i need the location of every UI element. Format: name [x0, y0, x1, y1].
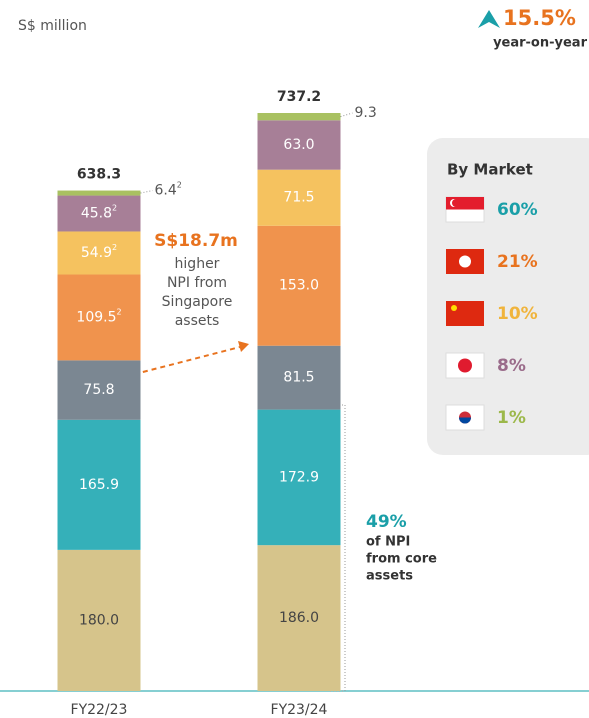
value-label-text: 54.9: [81, 245, 112, 261]
market-title: By Market: [447, 161, 533, 179]
sg-line: NPI from: [167, 275, 227, 291]
core-line: of NPI: [366, 535, 410, 550]
value-label-text: 71.5: [283, 190, 314, 206]
market-share: 10%: [497, 304, 538, 324]
market-share: 8%: [497, 356, 526, 376]
value-label: 109.52: [76, 307, 121, 326]
leader-line: [340, 112, 353, 118]
bar-segment: [257, 225, 341, 346]
x-tick-label: FY22/23: [71, 702, 128, 718]
bar-segment: [57, 274, 141, 361]
value-label: 71.5: [283, 190, 314, 206]
value-label-text: 186.0: [279, 610, 319, 626]
bar-segment: [257, 545, 341, 691]
value-label: 165.9: [79, 477, 119, 493]
sg-arrow-head: [238, 341, 249, 352]
value-label-text: 63.0: [283, 137, 314, 153]
value-label-text: 180.0: [79, 612, 119, 628]
value-note: 2: [112, 203, 117, 212]
value-label-text: 81.5: [283, 370, 314, 386]
value-label: 180.0: [79, 612, 119, 628]
bar-segment: [257, 113, 341, 121]
growth-caption: year-on-year: [493, 36, 588, 51]
bar-segment: [57, 549, 141, 691]
value-label: 45.82: [81, 203, 117, 222]
value-label: 63.0: [283, 137, 314, 153]
value-label: 81.5: [283, 370, 314, 386]
total-label: 638.3: [77, 167, 121, 183]
value-label: 75.8: [83, 382, 114, 398]
value-note: 2: [117, 307, 122, 316]
value-label-text: 172.9: [279, 469, 319, 485]
value-label-text: 9.3: [355, 105, 377, 121]
value-label: 153.0: [279, 278, 319, 294]
sg-headline: S$18.7m: [154, 231, 238, 251]
value-label: 9.3: [355, 105, 377, 121]
value-label-text: 6.4: [155, 183, 177, 199]
sg-line: assets: [175, 313, 220, 329]
market-share: 60%: [497, 200, 538, 220]
growth-value: 15.5%: [503, 6, 576, 30]
flags: [445, 196, 485, 431]
value-note: 2: [177, 180, 182, 189]
value-label: 54.92: [81, 242, 117, 261]
value-label: 6.42: [155, 180, 182, 199]
core-line: assets: [366, 569, 413, 584]
core-headline: 49%: [366, 512, 407, 532]
value-label-text: 109.5: [76, 309, 116, 325]
sg-line: higher: [175, 256, 220, 272]
bar-segment: [57, 195, 141, 232]
market-share: 1%: [497, 408, 526, 428]
value-label-text: 45.8: [81, 206, 112, 222]
market-share: 21%: [497, 252, 538, 272]
value-label: 172.9: [279, 469, 319, 485]
x-tick-label: FY23/24: [271, 702, 328, 718]
bar-segment: [57, 360, 141, 420]
bar-segment: [257, 169, 341, 226]
sg-line: Singapore: [162, 294, 233, 310]
bar-segment: [57, 190, 141, 196]
value-label-text: 75.8: [83, 382, 114, 398]
leader-line: [140, 190, 153, 194]
bar-segment: [257, 345, 341, 410]
value-label: 186.0: [279, 610, 319, 626]
growth-arrow: [478, 10, 500, 28]
value-label-text: 165.9: [79, 477, 119, 493]
value-label-text: 153.0: [279, 278, 319, 294]
unit-label: S$ million: [18, 18, 87, 34]
value-note: 2: [112, 242, 117, 251]
bar-segment: [57, 231, 141, 275]
bar-segment: [57, 419, 141, 550]
bar-segment: [257, 409, 341, 546]
total-label: 737.2: [277, 89, 321, 105]
bar-segment: [257, 120, 341, 170]
core-line: from core: [366, 552, 437, 567]
